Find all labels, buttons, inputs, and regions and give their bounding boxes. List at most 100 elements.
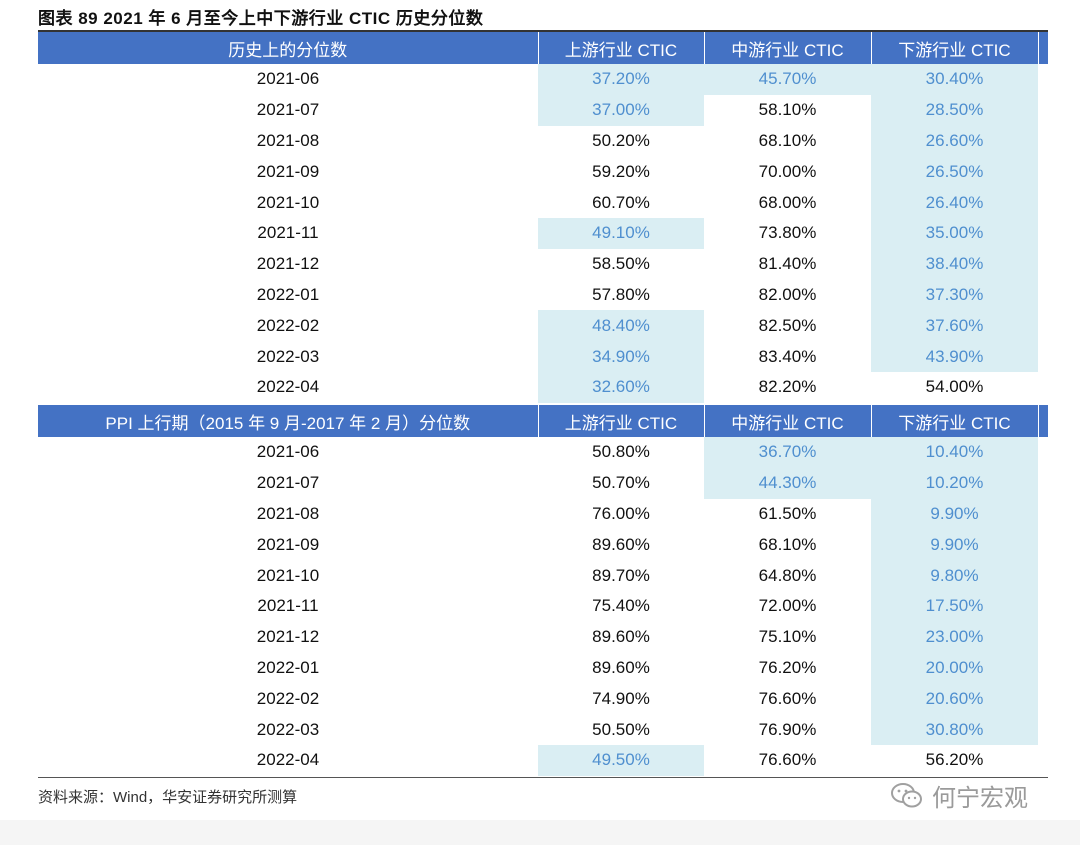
cell-date: 2021-08 [256, 130, 320, 150]
cell-midstream: 82.50% [758, 315, 817, 335]
cell-pad [1038, 218, 1048, 249]
cell-midstream: 36.70% [704, 437, 871, 468]
cell-date: 2021-11 [257, 223, 319, 243]
table-ppi-upcycle-percentile: PPI 上行期（2015 年 9 月-2017 年 2 月）分位数 上游行业 C… [38, 405, 1048, 776]
cell-upstream: 49.10% [538, 217, 704, 249]
table-row: 2021-08 76.00% 61.50% 9.90% [38, 498, 1048, 530]
cell-date: 2021-12 [256, 627, 320, 647]
table-row: 2022-03 34.90% 83.40% 43.90% [38, 341, 1048, 372]
cell-downstream: 23.00% [871, 621, 1038, 653]
cell-downstream: 26.40% [871, 187, 1038, 218]
cell-downstream: 20.00% [871, 652, 1038, 684]
cell-upstream: 50.50% [592, 719, 650, 739]
watermark: 何宁宏观 [890, 778, 1028, 813]
cell-pad [1038, 156, 1048, 187]
table-row: 2021-09 89.60% 68.10% 9.90% [38, 529, 1048, 561]
cell-upstream: 50.20% [592, 130, 650, 150]
cell-pad [1038, 468, 1048, 499]
cell-date: 2021-06 [256, 442, 320, 462]
table-row: 2021-12 58.50% 81.40% 38.40% [38, 248, 1048, 280]
cell-midstream: 73.80% [758, 223, 817, 243]
cell-upstream: 48.40% [538, 310, 704, 342]
watermark-text: 何宁宏观 [932, 785, 1028, 812]
cell-downstream: 37.60% [871, 310, 1038, 342]
cell-date: 2022-02 [256, 315, 320, 335]
table-historical-percentile: 历史上的分位数 上游行业 CTIC 中游行业 CTIC 下游行业 CTIC 20… [38, 32, 1048, 403]
cell-date: 2022-01 [256, 657, 320, 677]
cell-date: 2021-10 [256, 565, 320, 585]
header-upstream: 上游行业 CTIC [538, 405, 705, 437]
cell-downstream: 10.40% [871, 437, 1038, 468]
table-row: 2022-02 74.90% 76.60% 20.60% [38, 683, 1048, 715]
cell-date: 2022-03 [256, 719, 320, 739]
header-upstream: 上游行业 CTIC [538, 32, 705, 64]
cell-downstream: 9.80% [871, 560, 1038, 591]
cell-upstream: 57.80% [592, 284, 650, 304]
cell-upstream: 50.80% [592, 442, 650, 462]
cell-midstream: 82.20% [758, 377, 817, 397]
header-pad [1038, 405, 1048, 437]
cell-midstream: 75.10% [758, 627, 817, 647]
cell-downstream: 37.30% [871, 279, 1038, 311]
cell-midstream: 76.90% [758, 719, 817, 739]
table-row: 2021-11 75.40% 72.00% 17.50% [38, 590, 1048, 622]
header-pad [1038, 32, 1048, 64]
cell-date: 2022-04 [256, 377, 320, 397]
header-downstream: 下游行业 CTIC [871, 405, 1039, 437]
cell-downstream: 28.50% [871, 94, 1038, 126]
cell-pad [1038, 653, 1048, 684]
cell-downstream: 30.40% [871, 64, 1038, 95]
cell-pad [1038, 95, 1048, 126]
cell-date: 2021-11 [257, 596, 319, 616]
table-row: 2021-08 50.20% 68.10% 26.60% [38, 125, 1048, 157]
cell-date: 2022-03 [256, 346, 320, 366]
top-rule [38, 30, 1048, 32]
table-row: 2021-11 49.10% 73.80% 35.00% [38, 217, 1048, 249]
cell-midstream: 68.00% [758, 192, 817, 212]
cell-midstream: 76.20% [758, 657, 817, 677]
cell-pad [1038, 310, 1048, 341]
table-row: 2021-07 37.00% 58.10% 28.50% [38, 94, 1048, 126]
cell-pad [1038, 187, 1048, 218]
cell-upstream: 75.40% [592, 596, 650, 616]
cell-pad [1038, 591, 1048, 622]
cell-date: 2021-07 [256, 100, 320, 120]
cell-downstream: 10.20% [871, 467, 1038, 499]
cell-pad [1038, 126, 1048, 157]
cell-date: 2021-07 [256, 473, 320, 493]
cell-pad [1038, 64, 1048, 95]
cell-pad [1038, 280, 1048, 311]
cell-upstream: 37.00% [538, 94, 704, 126]
cell-downstream: 38.40% [871, 248, 1038, 280]
cell-upstream: 59.20% [592, 161, 650, 181]
cell-downstream: 9.90% [871, 529, 1038, 561]
table-row: 2021-09 59.20% 70.00% 26.50% [38, 156, 1048, 188]
bottom-band [0, 820, 1080, 845]
cell-downstream: 56.20% [925, 750, 984, 770]
cell-downstream: 43.90% [871, 341, 1038, 372]
cell-date: 2021-10 [256, 192, 320, 212]
table-header-row: PPI 上行期（2015 年 9 月-2017 年 2 月）分位数 上游行业 C… [38, 405, 1048, 437]
cell-date: 2022-02 [256, 688, 320, 708]
cell-upstream: 37.20% [538, 64, 704, 95]
cell-upstream: 58.50% [592, 254, 650, 274]
cell-upstream: 89.60% [592, 657, 650, 677]
header-midstream: 中游行业 CTIC [704, 405, 872, 437]
cell-pad [1038, 529, 1048, 560]
cell-date: 2021-06 [256, 69, 320, 89]
cell-midstream: 81.40% [758, 254, 817, 274]
cell-pad [1038, 745, 1048, 776]
cell-midstream: 83.40% [758, 346, 817, 366]
header-downstream: 下游行业 CTIC [871, 32, 1039, 64]
cell-midstream: 76.60% [758, 688, 817, 708]
cell-downstream: 9.90% [871, 498, 1038, 530]
table-row: 2021-10 89.70% 64.80% 9.80% [38, 560, 1048, 591]
cell-downstream: 17.50% [871, 590, 1038, 622]
cell-midstream: 61.50% [758, 503, 817, 523]
table-row: 2022-04 49.50% 76.60% 56.20% [38, 744, 1048, 776]
cell-downstream: 54.00% [925, 377, 984, 397]
table-row: 2022-03 50.50% 76.90% 30.80% [38, 714, 1048, 745]
table-row: 2021-07 50.70% 44.30% 10.20% [38, 467, 1048, 499]
cell-upstream: 89.70% [592, 565, 650, 585]
table-row: 2021-06 50.80% 36.70% 10.40% [38, 437, 1048, 468]
